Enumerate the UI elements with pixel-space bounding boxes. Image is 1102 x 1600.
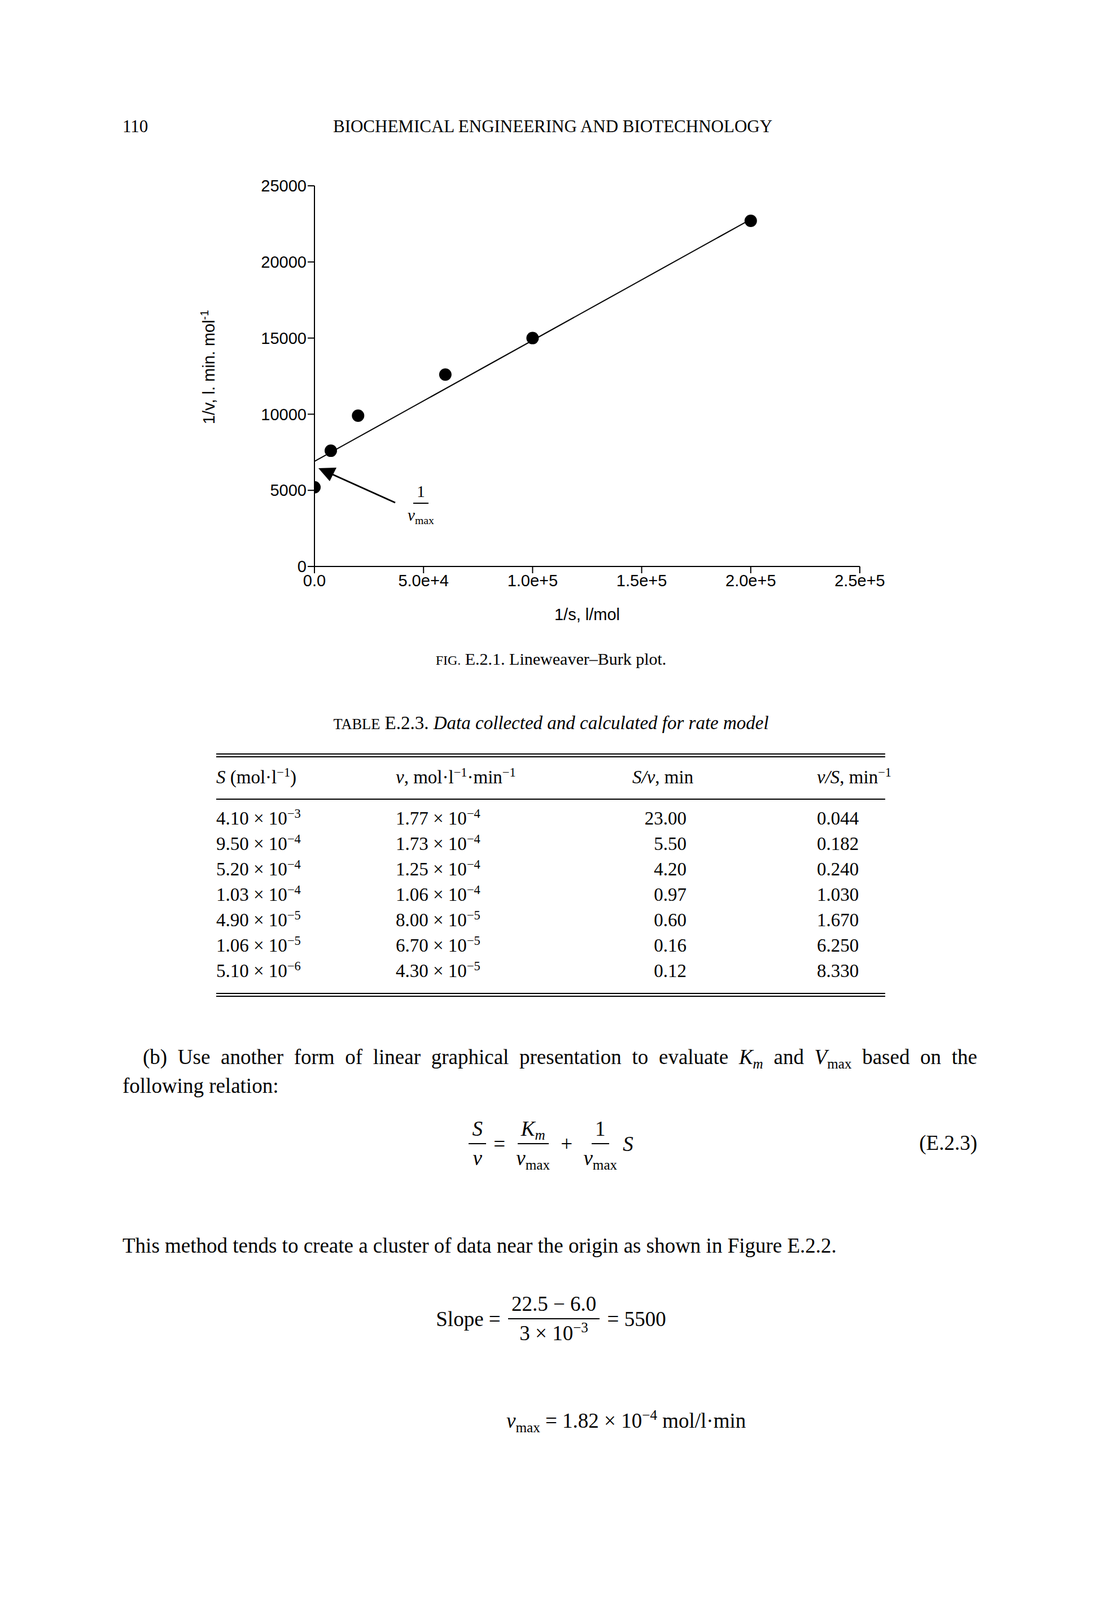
svg-text:5000: 5000 [269,480,307,500]
html-text:1.670: 1.670 [816,909,859,930]
html-text:0.16: 0.16 [653,934,687,956]
html-text:FIG.E.2.1. Lineweaver–Burk plo: FIG.E.2.1. Lineweaver–Burk plot. [435,649,667,668]
html-text:0.182: 0.182 [816,833,859,854]
html-text:1.030: 1.030 [816,884,859,905]
svg-text:15000: 15000 [260,329,307,348]
html-text:Slope =: Slope = [436,1306,506,1330]
html-text:110: 110 [122,116,149,137]
svg-text:5.0e+4: 5.0e+4 [398,571,449,590]
html-text:S (mol·l−1): S (mol·l−1) [216,764,297,787]
html-text:1.06 × 10−5: 1.06 × 10−5 [216,933,301,956]
html-text:4.30 × 10−5: 4.30 × 10−5 [395,958,481,981]
html-text:0.12: 0.12 [653,960,687,981]
html-text:8.330: 8.330 [816,960,859,981]
html-text:S/v, min: S/v, min [632,766,694,787]
html-text:1.03 × 10−4: 1.03 × 10−4 [216,882,301,905]
html-text:1.06 × 10−4: 1.06 × 10−4 [395,882,481,905]
html-text:8.00 × 10−5: 8.00 × 10−5 [395,907,481,930]
html-text:1.73 × 10−4: 1.73 × 10−4 [395,831,481,854]
html-text:(E.2.3): (E.2.3) [919,1130,978,1154]
html-text:= 5500: = 5500 [601,1306,666,1330]
svg-text:25000: 25000 [260,176,307,195]
html-text:3 × 10−3: 3 × 10−3 [519,1319,589,1345]
svg-text:1.0e+5: 1.0e+5 [507,571,559,590]
html-text:1/s, l/mol: 1/s, l/mol [554,605,620,624]
svg-text:2.0e+5: 2.0e+5 [725,571,777,590]
html-text:6.70 × 10−5: 6.70 × 10−5 [395,933,481,956]
html-text:4.90 × 10−5: 4.90 × 10−5 [216,907,301,930]
html-text:vmax: vmax [583,1146,618,1172]
html-text:4.10 × 10−3: 4.10 × 10−3 [216,806,301,829]
svg-text:0: 0 [297,557,307,576]
html-text:0.97: 0.97 [653,884,687,905]
html-text:S: S [472,1116,483,1140]
html-text:5.10 × 10−6: 5.10 × 10−6 [216,958,301,981]
html-text:TABLE E.2.3. Data collected an: TABLE E.2.3. Data collected and calculat… [333,712,769,733]
html-text:(b) Use another form of linear: (b) Use another form of linear graphical… [122,1044,978,1097]
html-text:5.50: 5.50 [653,833,687,854]
html-text:Km: Km [520,1116,546,1143]
html-text:vmax: vmax [407,506,435,527]
html-text:v: v [472,1146,483,1170]
html-text:22.5 − 6.0: 22.5 − 6.0 [511,1291,597,1315]
html-text:1/v, l. min. mol: 1/v, l. min. mol [199,319,218,425]
html-text:5.20 × 10−4: 5.20 × 10−4 [216,856,301,880]
html-text:9.50 × 10−4: 9.50 × 10−4 [216,831,301,854]
html-text:0.044: 0.044 [816,807,859,829]
html-text:This method tends to create a: This method tends to create a cluster of… [122,1233,837,1257]
svg-text:10000: 10000 [260,405,307,424]
html-text:6.250: 6.250 [816,934,859,956]
svg-text:0.0: 0.0 [303,571,326,590]
svg-text:2.5e+5: 2.5e+5 [834,571,886,590]
html-text:vmax= 1.82 × 10−4mol/l·min: vmax= 1.82 × 10−4mol/l·min [506,1406,746,1435]
svg-text:1.5e+5: 1.5e+5 [616,571,668,590]
html-text:1.25 × 10−4: 1.25 × 10−4 [395,856,481,880]
html-text:1.77 × 10−4: 1.77 × 10−4 [395,806,481,829]
html-text:4.20: 4.20 [653,858,687,880]
html-text:1: 1 [595,1116,606,1140]
html-text:vmax: vmax [516,1146,550,1172]
html-text:0.60: 0.60 [653,909,687,930]
html-text:0.240: 0.240 [816,858,859,880]
html-text:v/S, min−1: v/S, min−1 [816,764,892,787]
html-text:23.00: 23.00 [644,807,687,829]
html-text:v, mol·l−1·min−1: v, mol·l−1·min−1 [395,764,516,787]
html-text:BIOCHEMICAL ENGINEERING AND BI: BIOCHEMICAL ENGINEERING AND BIOTECHNOLOG… [333,116,773,137]
html-text:-1: -1 [197,309,211,320]
html-text:S: S [622,1131,634,1155]
svg-text:20000: 20000 [260,252,307,271]
html-text:1: 1 [416,482,425,501]
